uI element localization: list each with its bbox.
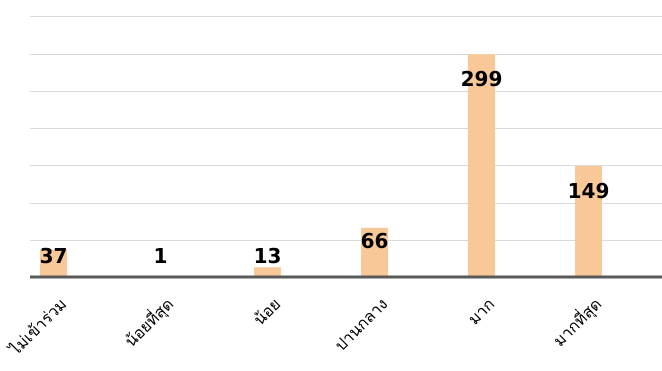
tick-label-6: มากที่สุด <box>548 293 606 351</box>
bar-5 <box>468 54 495 278</box>
tick-label-4: ปานกลาง <box>331 294 391 354</box>
data-label-6: 149 <box>568 179 610 203</box>
bar-6 <box>575 165 602 277</box>
data-label-4: 66 <box>361 229 389 253</box>
data-label-3: 13 <box>254 244 282 268</box>
bar-4 <box>361 227 388 277</box>
tick-label-5: มาก <box>464 294 498 328</box>
category-tick-labels: ไม่เข้าร่วม น้อยที่สุด น้อย ปานกลาง มาก มากที… <box>4 293 606 360</box>
bars <box>40 54 602 278</box>
data-labels: 37 1 13 66 299 149 <box>40 67 610 268</box>
gridlines <box>30 16 662 241</box>
data-label-5: 299 <box>461 67 503 91</box>
tick-label-1: ไม่เข้าร่วม <box>4 294 70 360</box>
tick-label-3: น้อย <box>250 294 285 329</box>
data-label-2: 1 <box>154 244 168 268</box>
bar-3 <box>254 267 281 277</box>
bar-1 <box>40 249 67 277</box>
tick-label-2: น้อยที่สุด <box>120 293 178 351</box>
data-label-1: 37 <box>40 244 68 268</box>
